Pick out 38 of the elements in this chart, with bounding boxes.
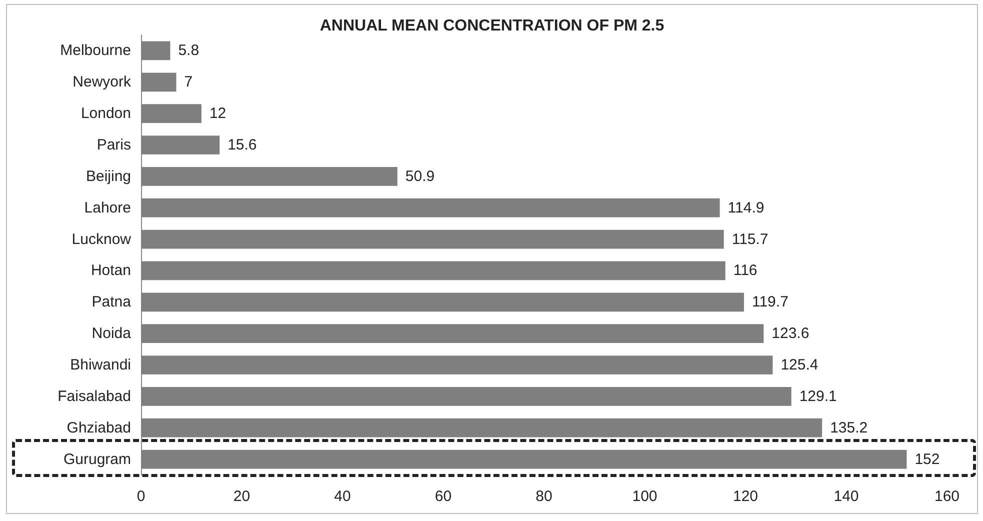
y-tick-label: Gurugram [63,450,131,468]
x-tick-label: 0 [136,488,146,505]
data-label: 115.7 [732,230,768,248]
y-tick-label: Melbourne [60,42,131,60]
x-tick-label: 100 [632,488,658,505]
y-tick-label: Beijing [86,168,131,185]
x-tick-label: 80 [536,488,552,505]
y-tick-label: Lucknow [72,230,132,248]
y-tick-label: Hotan [90,262,131,280]
x-tick-label: 140 [834,488,859,505]
y-tick-label: London [80,105,131,122]
data-label: 5.8 [178,42,200,60]
y-tick-label: Bhiwandi [70,356,131,374]
x-tick-label: 160 [934,488,960,505]
data-label: 50.9 [405,168,435,185]
x-tick-label: 20 [233,488,250,505]
y-tick-label: Newyork [72,74,132,91]
data-label: 7 [184,74,193,91]
y-tick-label: Noida [92,325,132,342]
data-label: 125.4 [780,356,818,374]
data-label: 135.2 [830,419,868,436]
data-label: 114.9 [728,199,764,216]
x-tick-label: 40 [334,488,351,505]
data-label: 129.1 [799,388,837,405]
data-label: 152 [914,450,940,468]
data-label: 15.6 [228,136,257,154]
data-label: 119.7 [752,294,788,311]
y-tick-label: Paris [96,136,131,154]
y-tick-label: Lahore [84,199,131,216]
x-tick-label: 120 [732,488,758,505]
data-label: 116 [733,262,758,280]
chart-title: ANNUAL MEAN CONCENTRATION OF PM 2.5 [320,18,664,34]
x-tick-label: 60 [434,488,452,505]
data-label: 12 [209,105,226,122]
y-tick-label: Patna [92,294,132,311]
y-tick-label: Ghziabad [66,419,131,436]
data-label: 123.6 [772,325,810,342]
y-tick-label: Faisalabad [58,388,131,405]
